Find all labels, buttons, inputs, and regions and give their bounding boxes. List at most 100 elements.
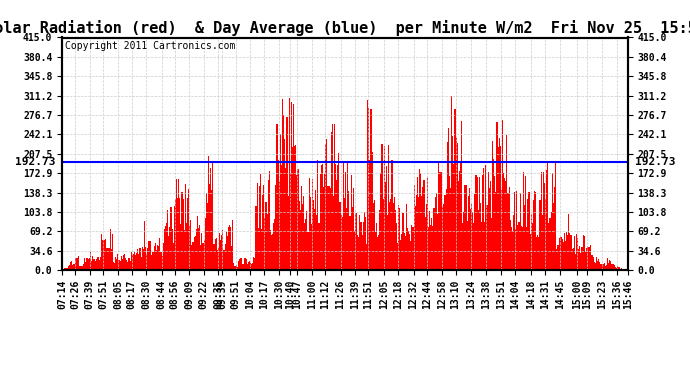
Bar bbox=[514, 192, 515, 270]
Bar bbox=[450, 188, 451, 270]
Bar bbox=[397, 243, 398, 270]
Bar bbox=[574, 236, 575, 270]
Bar bbox=[147, 248, 148, 270]
Bar bbox=[68, 266, 69, 270]
Bar bbox=[127, 262, 128, 270]
Bar bbox=[268, 171, 270, 270]
Bar bbox=[527, 199, 529, 270]
Bar bbox=[360, 222, 362, 270]
Bar bbox=[464, 185, 466, 270]
Bar bbox=[178, 179, 179, 270]
Bar bbox=[428, 227, 429, 270]
Bar bbox=[593, 262, 595, 270]
Bar bbox=[293, 104, 294, 270]
Bar bbox=[610, 261, 611, 270]
Bar bbox=[469, 188, 470, 270]
Bar bbox=[81, 266, 82, 270]
Bar bbox=[477, 210, 479, 270]
Bar bbox=[90, 252, 91, 270]
Bar bbox=[354, 231, 355, 270]
Bar bbox=[441, 172, 442, 270]
Bar bbox=[221, 236, 222, 270]
Bar bbox=[316, 214, 317, 270]
Bar bbox=[132, 254, 134, 270]
Bar bbox=[466, 221, 468, 270]
Bar bbox=[376, 223, 377, 270]
Bar bbox=[516, 191, 518, 270]
Bar bbox=[189, 226, 190, 270]
Bar bbox=[213, 244, 215, 270]
Bar bbox=[399, 208, 400, 270]
Bar bbox=[313, 200, 314, 270]
Bar bbox=[337, 165, 338, 270]
Bar bbox=[330, 188, 331, 270]
Bar bbox=[248, 261, 249, 270]
Bar bbox=[185, 184, 186, 270]
Bar bbox=[106, 248, 108, 270]
Bar bbox=[292, 147, 293, 270]
Bar bbox=[161, 256, 163, 270]
Bar bbox=[549, 218, 551, 270]
Bar bbox=[602, 264, 604, 270]
Bar bbox=[497, 147, 499, 270]
Bar bbox=[619, 267, 620, 270]
Bar bbox=[512, 231, 513, 270]
Bar bbox=[327, 186, 328, 270]
Bar bbox=[575, 254, 576, 270]
Bar bbox=[165, 226, 166, 270]
Bar bbox=[369, 160, 371, 270]
Bar bbox=[479, 177, 480, 270]
Bar bbox=[144, 221, 145, 270]
Bar bbox=[345, 172, 346, 270]
Bar bbox=[410, 241, 411, 270]
Bar bbox=[228, 227, 229, 270]
Bar bbox=[323, 187, 324, 270]
Bar bbox=[545, 199, 546, 270]
Bar bbox=[586, 248, 587, 270]
Bar bbox=[233, 263, 235, 270]
Bar bbox=[371, 152, 373, 270]
Bar bbox=[518, 222, 520, 270]
Bar bbox=[489, 188, 490, 270]
Bar bbox=[334, 124, 335, 270]
Bar bbox=[238, 261, 239, 270]
Bar bbox=[279, 182, 280, 270]
Bar bbox=[115, 257, 116, 270]
Bar bbox=[250, 263, 251, 270]
Bar bbox=[294, 146, 295, 270]
Bar bbox=[200, 244, 201, 270]
Bar bbox=[194, 237, 195, 270]
Bar bbox=[333, 196, 334, 270]
Bar bbox=[407, 228, 408, 270]
Bar bbox=[266, 214, 268, 270]
Bar bbox=[507, 194, 509, 270]
Bar bbox=[274, 219, 275, 270]
Bar bbox=[429, 211, 430, 270]
Bar bbox=[83, 264, 84, 270]
Bar bbox=[288, 98, 290, 270]
Bar bbox=[417, 177, 418, 270]
Bar bbox=[255, 206, 257, 270]
Bar bbox=[104, 240, 105, 270]
Bar bbox=[284, 139, 286, 270]
Bar bbox=[617, 266, 618, 270]
Bar bbox=[524, 205, 525, 270]
Bar bbox=[155, 243, 156, 270]
Bar bbox=[264, 218, 266, 270]
Bar bbox=[204, 240, 205, 270]
Bar bbox=[418, 197, 419, 270]
Bar bbox=[495, 192, 496, 270]
Bar bbox=[408, 231, 409, 270]
Bar bbox=[110, 249, 112, 270]
Bar bbox=[63, 269, 64, 270]
Bar bbox=[357, 235, 358, 270]
Bar bbox=[439, 172, 440, 270]
Bar bbox=[246, 264, 248, 270]
Bar bbox=[536, 237, 538, 270]
Bar bbox=[79, 266, 80, 270]
Bar bbox=[341, 215, 342, 270]
Bar bbox=[384, 147, 385, 270]
Bar bbox=[317, 160, 319, 270]
Bar bbox=[375, 232, 376, 270]
Bar bbox=[77, 256, 79, 270]
